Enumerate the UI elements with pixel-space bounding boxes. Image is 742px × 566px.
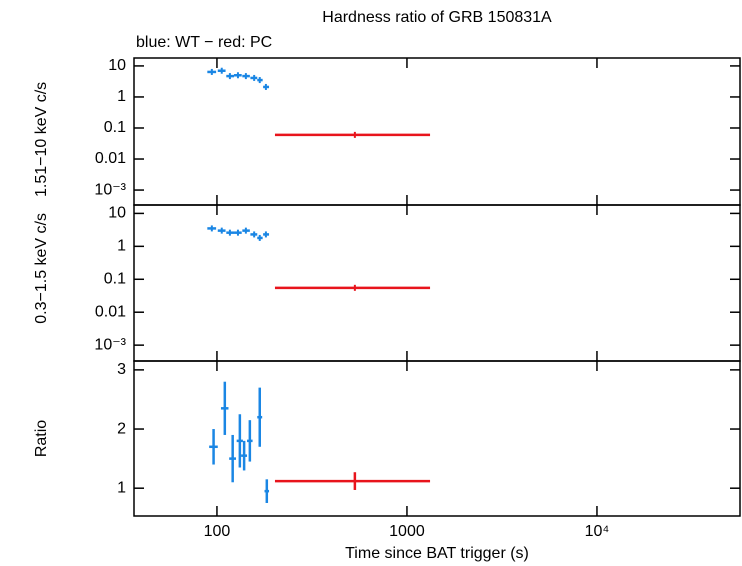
- y-tick-label: 0.01: [95, 150, 126, 167]
- x-tick-label: 10⁴: [585, 523, 610, 540]
- y-axis-label: 1.51−10 keV c/s: [33, 82, 50, 197]
- y-tick-label: 1: [117, 238, 126, 255]
- y-tick-label: 10⁻³: [94, 181, 126, 198]
- y-tick-label: 1: [117, 88, 126, 105]
- y-tick-label: 0.01: [95, 303, 126, 320]
- y-tick-label: 10: [108, 205, 126, 222]
- y-tick-label: 10: [108, 57, 126, 74]
- plot-frame: [133, 57, 741, 206]
- y-tick-label: 0.1: [104, 119, 126, 136]
- y-tick-label: 2: [117, 420, 126, 437]
- subtitle: blue: WT − red: PC: [136, 34, 272, 51]
- plot-frame: [133, 360, 741, 517]
- y-axis-label: 0.3−1.5 keV c/s: [33, 213, 50, 324]
- y-tick-label: 3: [117, 361, 126, 378]
- chart-title: Hardness ratio of GRB 150831A: [322, 9, 552, 26]
- x-tick-label: 100: [204, 523, 231, 540]
- plot-frame: [133, 204, 741, 362]
- x-tick-label: 1000: [389, 523, 425, 540]
- y-tick-label: 1: [117, 479, 126, 496]
- y-tick-label: 0.1: [104, 270, 126, 287]
- y-axis-label: Ratio: [33, 420, 50, 457]
- y-tick-label: 10⁻³: [94, 336, 126, 353]
- x-axis-label: Time since BAT trigger (s): [345, 545, 529, 562]
